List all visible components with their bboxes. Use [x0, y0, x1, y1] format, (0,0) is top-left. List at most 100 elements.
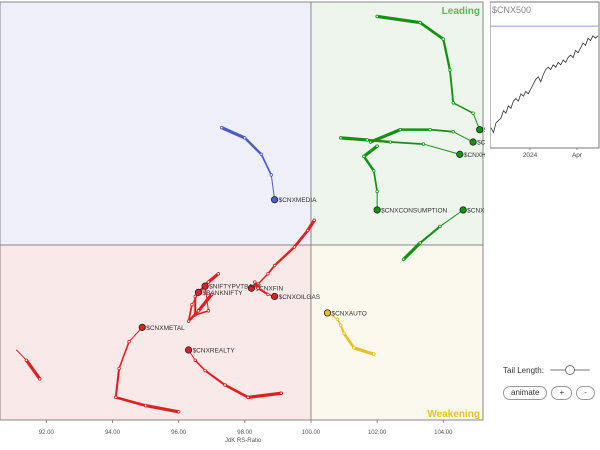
trail-segment: [206, 272, 220, 284]
trail-point: [305, 228, 310, 233]
head-point[interactable]: [201, 282, 209, 290]
symbol-label[interactable]: $CNXCONSUMPTION: [381, 207, 447, 214]
trail-point: [246, 395, 250, 400]
trail-point: [342, 331, 346, 336]
trail-point: [375, 189, 379, 194]
trail-segment: [306, 218, 316, 233]
quadrant-improving: [0, 2, 311, 245]
series-cnxoilgas: $CNXOILGAS: [253, 280, 321, 301]
head-point[interactable]: [247, 284, 256, 292]
trail-point: [375, 144, 379, 148]
head-point[interactable]: [476, 126, 484, 134]
quadrant-weakening: [310, 244, 483, 420]
trail-point: [24, 358, 29, 362]
trail-point: [339, 136, 343, 140]
tail-length-thumb[interactable]: [564, 365, 575, 375]
rrg-chart: Leading Weakening 92.00 94.00 96.00 98.00 100…: [0, 1, 485, 444]
symbol-label[interactable]: $CNXAUTO: [332, 310, 367, 317]
trail-point: [266, 272, 270, 276]
plot-frame: [0, 1, 484, 421]
symbol-label[interactable]: $CNXPHARMA: [477, 140, 485, 147]
trail-point: [335, 317, 340, 321]
x-tick-label: 96.00: [171, 430, 187, 436]
symbol-label[interactable]: $CNXMETAL: [146, 325, 185, 332]
head-point[interactable]: [459, 206, 467, 214]
series-cnxit: $CNXIT: [375, 14, 485, 134]
series-offscreen: [16, 349, 42, 381]
trail-point: [193, 358, 197, 362]
head-point[interactable]: [194, 288, 203, 296]
trail-segment: [365, 138, 392, 144]
head-point[interactable]: [138, 323, 146, 331]
trail-point: [186, 319, 191, 323]
series-niftypvtbank: $NIFTYPVTBANK: [193, 272, 263, 317]
trail-segment: [429, 128, 455, 133]
head-point[interactable]: [270, 196, 279, 204]
trail-segment: [267, 264, 276, 275]
trail-point: [279, 391, 283, 395]
trail-point: [312, 218, 316, 222]
series-cnxconsumption: $CNXCONSUMPTION: [362, 144, 448, 214]
trail-point: [117, 366, 121, 371]
trail-point: [375, 14, 379, 19]
trail-point: [451, 101, 455, 105]
trail-point: [127, 340, 131, 344]
x-tick-label: 92.00: [39, 430, 55, 436]
trail-point: [216, 272, 221, 276]
trail-point: [206, 280, 211, 284]
trail-point: [352, 346, 356, 350]
trail-point: [259, 152, 264, 157]
x-tick-label: 94.00: [105, 430, 121, 436]
symbol-label[interactable]: $CNXIT: [484, 127, 485, 134]
trail-point: [203, 368, 207, 373]
series-cnxmedia: $CNXMEDIA: [219, 125, 318, 204]
trail-point: [196, 309, 201, 313]
head-point[interactable]: [469, 138, 477, 146]
trail-segment: [293, 229, 310, 249]
trail-point: [292, 245, 297, 249]
x-axis-label: JdK RS-Ratio: [225, 438, 262, 444]
symbol-label[interactable]: $CNXMEDIA: [279, 197, 318, 204]
trail-segment: [16, 349, 27, 361]
head-point[interactable]: [456, 150, 464, 158]
trail-point: [398, 127, 402, 132]
trail-segment: [362, 155, 376, 173]
head-point[interactable]: [323, 309, 332, 317]
rrg-controls: Tail Length: animate + -: [503, 362, 600, 412]
trail-point: [266, 292, 270, 297]
trail-point: [339, 323, 343, 327]
trail-point: [272, 263, 277, 268]
trail-point: [418, 241, 422, 245]
increase-button[interactable]: +: [551, 386, 573, 400]
trail-point: [190, 302, 194, 307]
mini-chart-lines: [490, 25, 599, 150]
symbol-label[interactable]: $CNXOILGAS: [279, 294, 321, 301]
symbol-label[interactable]: $CNXHEALTHCARE: [464, 152, 485, 159]
trail-segment: [194, 310, 210, 316]
trail-point: [206, 309, 211, 313]
mini-tick-2024: 2024: [523, 152, 538, 159]
symbol-label[interactable]: $CNXREALTY: [193, 347, 236, 354]
trail-segment: [339, 136, 369, 142]
symbol-label[interactable]: $CNXFIN: [255, 286, 283, 293]
head-point[interactable]: [373, 206, 381, 214]
trail-point: [269, 173, 273, 177]
trail-segment: [24, 358, 42, 381]
decrease-button[interactable]: -: [576, 386, 595, 400]
symbol-label[interactable]: $NIFTYPVTBANK: [209, 284, 262, 291]
head-point[interactable]: [270, 292, 279, 301]
symbol-label[interactable]: $CNXCONSUMERDURABLES: [467, 207, 485, 214]
trail-point: [441, 37, 446, 41]
animate-button[interactable]: animate: [503, 386, 548, 400]
mini-chart-title: $CNX500: [492, 5, 531, 15]
trail-point: [37, 377, 42, 381]
trail-segment: [439, 209, 464, 227]
trail-point: [438, 224, 442, 229]
tail-length-slider[interactable]: [549, 365, 590, 375]
series-cnxmetal: $CNXMETAL: [114, 323, 185, 414]
trail-point: [401, 257, 406, 262]
trail-point: [143, 403, 148, 408]
trail-segment: [187, 303, 193, 323]
symbol-label[interactable]: $BANKNIFTY: [202, 290, 243, 297]
head-point[interactable]: [184, 346, 193, 354]
